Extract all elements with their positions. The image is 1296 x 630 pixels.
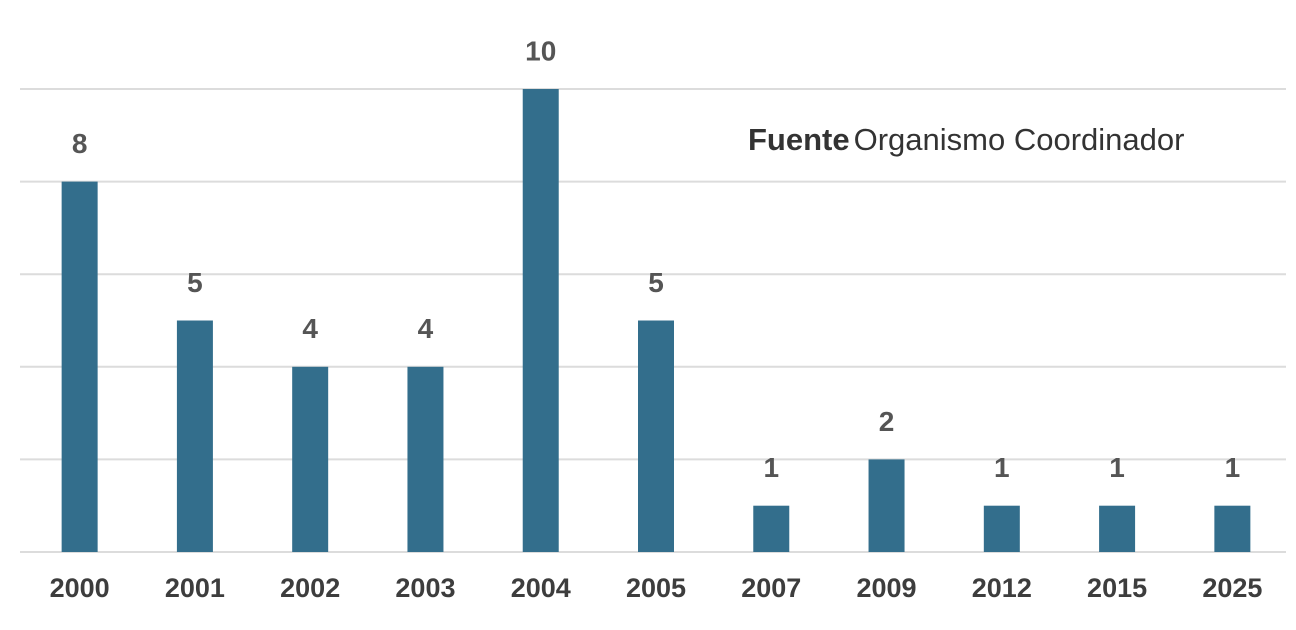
value-label: 1 xyxy=(1109,452,1125,483)
x-tick-label: 2025 xyxy=(1202,573,1262,603)
value-label: 1 xyxy=(1225,452,1241,483)
x-tick-label: 2015 xyxy=(1087,573,1147,603)
x-tick-label: 2001 xyxy=(165,573,225,603)
value-label: 2 xyxy=(879,406,895,437)
x-tick-label: 2003 xyxy=(395,573,455,603)
x-tick-label: 2004 xyxy=(511,573,571,603)
value-label: 1 xyxy=(763,452,779,483)
bar xyxy=(753,505,790,552)
bar xyxy=(292,366,329,552)
annotation-label: Fuente xyxy=(748,122,850,157)
x-tick-label: 2005 xyxy=(626,573,686,603)
bar xyxy=(983,505,1020,552)
bar xyxy=(176,320,213,552)
value-label: 1 xyxy=(994,452,1010,483)
bar xyxy=(61,181,98,552)
bar xyxy=(868,459,905,552)
annotation-text: Organismo Coordinador xyxy=(854,122,1185,157)
value-label: 4 xyxy=(302,313,318,344)
annotation: Fuente Organismo Coordinador xyxy=(748,122,1184,157)
value-label: 4 xyxy=(418,313,434,344)
value-label: 5 xyxy=(187,267,203,298)
bar xyxy=(522,89,559,552)
bar xyxy=(1214,505,1251,552)
value-label: 5 xyxy=(648,267,664,298)
bar xyxy=(407,366,444,552)
bar xyxy=(1099,505,1136,552)
x-tick-label: 2000 xyxy=(50,573,110,603)
x-tick-label: 2007 xyxy=(741,573,801,603)
value-label: 10 xyxy=(525,35,556,66)
x-tick-label: 2002 xyxy=(280,573,340,603)
x-tick-label: 2009 xyxy=(857,573,917,603)
value-label: 8 xyxy=(72,128,88,159)
x-tick-label: 2012 xyxy=(972,573,1032,603)
bar xyxy=(638,320,674,552)
